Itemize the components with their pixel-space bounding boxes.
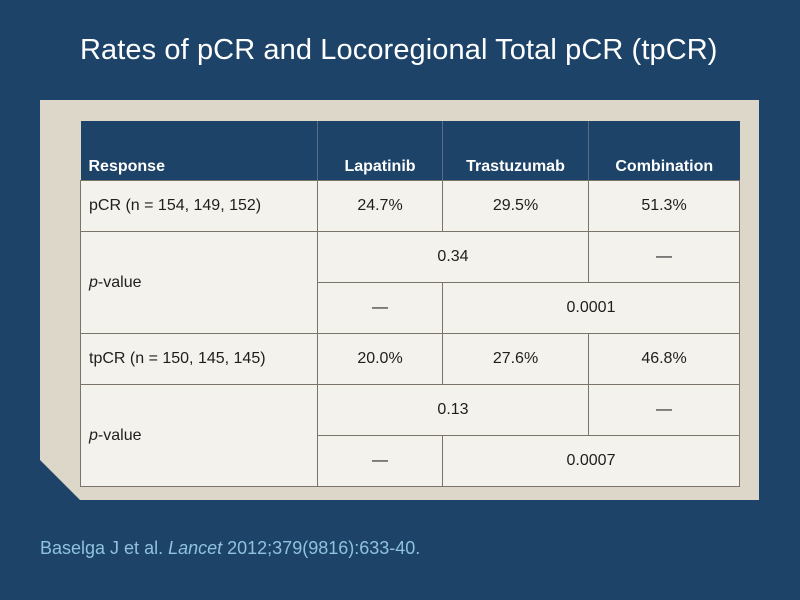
- table-row-tpcr: tpCR (n = 150, 145, 145) 20.0% 27.6% 46.…: [80, 333, 740, 385]
- citation-journal: Lancet: [168, 538, 223, 558]
- tpcr-pvalue-tras-vs-comb: 0.0007: [442, 435, 740, 487]
- tpcr-pvalue-lap-vs-tras: 0.13: [317, 384, 589, 436]
- table-row-pcr-pvalue-2: — 0.0001: [81, 282, 740, 334]
- tpcr-pvalue-lapatinib-dash: —: [317, 435, 443, 487]
- pcr-combination: 51.3%: [588, 180, 740, 232]
- table-row-pcr: pCR (n = 154, 149, 152) 24.7% 29.5% 51.3…: [80, 180, 740, 232]
- pcr-pvalue-combination-dash: —: [588, 231, 740, 283]
- header-response: Response: [80, 121, 318, 181]
- citation: Baselga J et al. Lancet 2012;379(9816):6…: [40, 538, 421, 558]
- pcr-pvalue-tras-vs-comb: 0.0001: [442, 282, 740, 334]
- tpcr-label: tpCR (n = 150, 145, 145): [80, 333, 318, 385]
- tpcr-pvalue-label: p-value: [80, 384, 318, 487]
- table-row-tpcr-pvalue-2: — 0.0007: [81, 435, 740, 487]
- header-lapatinib: Lapatinib: [317, 121, 443, 181]
- table-header-row: Response Lapatinib Trastuzumab Combinati…: [80, 121, 740, 181]
- table-row-tpcr-pvalue-1: p-value 0.13 —: [80, 384, 740, 487]
- pcr-label: pCR (n = 154, 149, 152): [80, 180, 318, 232]
- pcr-pvalue-label: p-value: [80, 231, 318, 334]
- header-combination: Combination: [588, 121, 740, 181]
- table-row-pcr-pvalue-1: p-value 0.34 —: [80, 231, 740, 334]
- header-trastuzumab: Trastuzumab: [442, 121, 589, 181]
- tpcr-lapatinib: 20.0%: [317, 333, 443, 385]
- pcr-pvalue-lap-vs-tras: 0.34: [317, 231, 589, 283]
- tpcr-trastuzumab: 27.6%: [442, 333, 589, 385]
- pcr-trastuzumab: 29.5%: [442, 180, 589, 232]
- tpcr-combination: 46.8%: [588, 333, 740, 385]
- results-table: Response Lapatinib Trastuzumab Combinati…: [80, 121, 740, 487]
- pcr-lapatinib: 24.7%: [317, 180, 443, 232]
- slide-title: Rates of pCR and Locoregional Total pCR …: [80, 34, 718, 66]
- tpcr-pvalue-combination-dash: —: [588, 384, 740, 436]
- pcr-pvalue-lapatinib-dash: —: [317, 282, 443, 334]
